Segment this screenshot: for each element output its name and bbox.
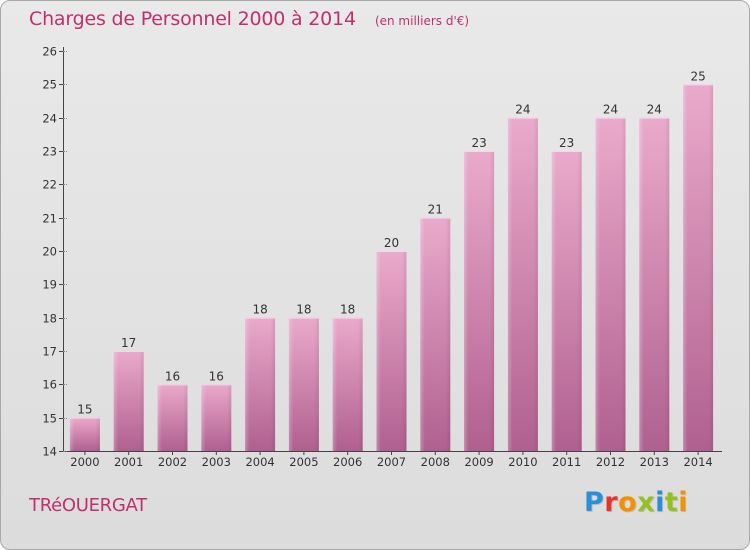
bar-value-label: 23: [559, 136, 574, 150]
logo-letter: i: [678, 487, 689, 518]
bar-shading: [683, 84, 714, 451]
x-tick-label: 2004: [245, 455, 274, 469]
bar-group: 16: [157, 369, 188, 451]
bar-value-label: 24: [647, 103, 662, 117]
x-tick-label: 2005: [289, 455, 318, 469]
bar-group: 25: [683, 69, 714, 451]
x-tick-label: 2011: [552, 455, 581, 469]
bar-group: 16: [201, 369, 232, 451]
bar-shading: [201, 384, 232, 451]
bar-group: 23: [551, 136, 582, 451]
bar-value-label: 18: [252, 303, 267, 317]
bar-value-label: 25: [690, 69, 705, 83]
bar-shading: [332, 317, 363, 451]
bar-group: 18: [332, 303, 363, 451]
bar-value-label: 20: [384, 236, 399, 250]
bar-group: 24: [639, 103, 670, 452]
bar-value-label: 21: [428, 203, 443, 217]
bar-shading: [288, 317, 319, 451]
bar-shading: [639, 117, 670, 452]
x-tick-label: 2007: [377, 455, 406, 469]
bar-shading: [376, 251, 407, 451]
y-tick-label: 14: [42, 445, 57, 459]
bar-group: 24: [595, 103, 626, 452]
axes-layer: 2000 2001 2002 2003 2004 2005 2006 2007 2008 2009…: [42, 45, 722, 469]
bar-value-label: 24: [603, 103, 618, 117]
y-tick-label: 17: [42, 345, 57, 359]
chart-unit-label: (en milliers d'€): [374, 14, 470, 28]
y-tick-label: 16: [42, 378, 57, 392]
y-tick-label: 15: [42, 412, 57, 426]
bar-value-label: 24: [515, 103, 530, 117]
y-tick-label: 19: [42, 278, 57, 292]
y-tick-label: 18: [42, 312, 57, 326]
x-tick-label: 2013: [640, 455, 669, 469]
bar-group: 15: [69, 403, 100, 451]
bar-value-label: 17: [121, 336, 136, 350]
logo-letter: t: [664, 487, 679, 518]
y-tick-label: 20: [42, 245, 57, 259]
bar-value-label: 16: [209, 369, 224, 383]
y-tick-label: 26: [42, 45, 57, 59]
bar-value-label: 18: [296, 303, 311, 317]
y-tick-label: 22: [42, 178, 57, 192]
bar-value-label: 15: [77, 403, 92, 417]
y-tick-label: 21: [42, 212, 57, 226]
bar-group: 20: [376, 236, 407, 451]
x-tick-label: 2012: [596, 455, 625, 469]
x-tick-label: 2010: [508, 455, 537, 469]
x-tick-label: 2003: [202, 455, 231, 469]
logo-letter: o: [618, 487, 638, 518]
logo-letter: i: [655, 487, 665, 518]
proxiti-logo: Proxiti: [584, 487, 688, 518]
logo-letter: x: [637, 487, 656, 518]
bar-value-label: 18: [340, 303, 355, 317]
bar-shading: [157, 384, 188, 451]
bar-shading: [464, 151, 495, 451]
x-tick-label: 2000: [70, 455, 99, 469]
bar-shading: [245, 317, 276, 451]
title-row: Charges de Personnel 2000 à 2014 (en mil…: [29, 8, 469, 30]
x-tick-label: 2014: [683, 455, 712, 469]
bar-value-label: 23: [471, 136, 486, 150]
y-tick-label: 23: [42, 145, 57, 159]
bar-group: 18: [245, 303, 276, 451]
bar-group: 17: [113, 336, 144, 451]
x-tick-label: 2006: [333, 455, 362, 469]
y-tick-label: 24: [42, 112, 57, 126]
x-tick-label: 2008: [421, 455, 450, 469]
logo-letter: P: [584, 487, 605, 518]
bar-group: 21: [420, 203, 451, 451]
bar-value-label: 16: [165, 369, 180, 383]
bar-group: 23: [464, 136, 495, 451]
bar-shading: [551, 151, 582, 451]
bar-shading: [420, 217, 451, 451]
bar-shading: [595, 117, 626, 452]
x-tick-label: 2009: [464, 455, 493, 469]
bars-layer: 15 17 16 16 18 18 18 20 21 23 24 23 24 24 25: [69, 69, 714, 452]
commune-name: TRéOUERGAT: [29, 495, 147, 516]
x-tick-label: 2001: [114, 455, 143, 469]
bar-shading: [507, 117, 538, 452]
y-tick-label: 25: [42, 78, 57, 92]
bar-shading: [113, 351, 144, 451]
bar-group: 24: [507, 103, 538, 452]
chart-title: Charges de Personnel 2000 à 2014: [29, 8, 356, 30]
logo-letter: r: [604, 487, 619, 518]
bar-shading: [69, 417, 100, 451]
x-tick-label: 2002: [158, 455, 187, 469]
bar-group: 18: [288, 303, 319, 451]
